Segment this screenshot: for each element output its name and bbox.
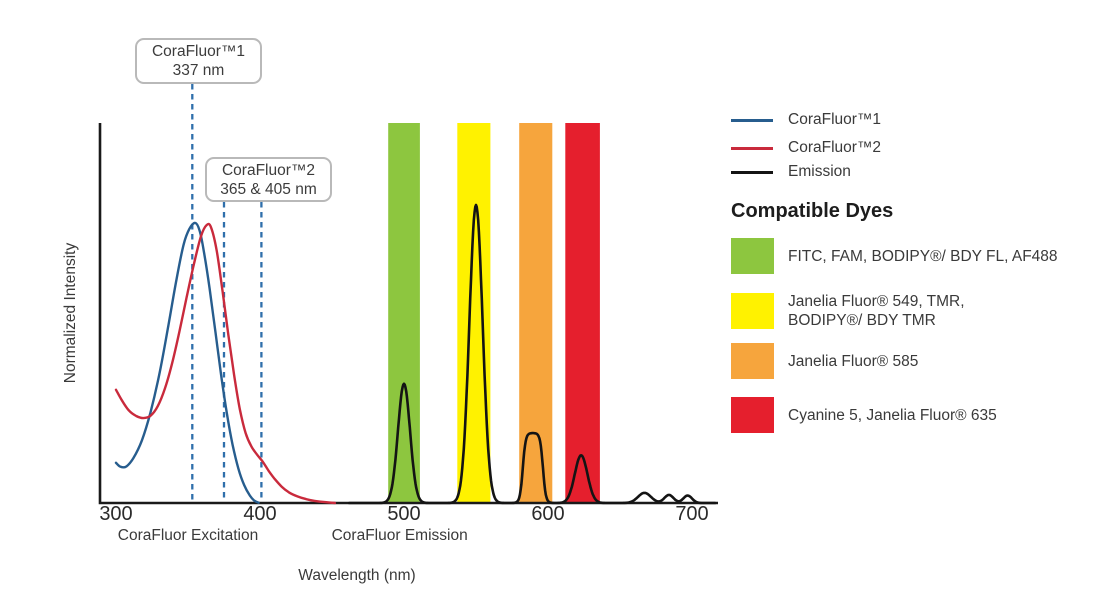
legend-line-sample — [731, 170, 773, 174]
callout-title: CoraFluor™2 — [221, 161, 316, 179]
legend-item-corafluor2: CoraFluor™2 — [731, 139, 881, 157]
filter-band-red — [565, 123, 600, 502]
dye-color-swatch — [731, 343, 774, 379]
legend-line-sample — [731, 118, 773, 122]
dye-color-swatch — [731, 238, 774, 274]
dye-item-label: FITC, FAM, BODIPY®/ BDY FL, AF488 — [788, 247, 1058, 265]
legend-item-corafluor1: CoraFluor™1 — [731, 111, 881, 129]
dye-item-label: Janelia Fluor® 549, TMR, BODIPY®/ BDY TM… — [788, 293, 965, 329]
filter-band-green — [388, 123, 420, 502]
legend-line-sample — [731, 146, 773, 150]
legend-item-label: Emission — [788, 163, 851, 180]
filter-band-yellow — [457, 123, 491, 502]
dye-item-label: Cyanine 5, Janelia Fluor® 635 — [788, 406, 997, 424]
dye-color-swatch — [731, 397, 774, 433]
x-tick-label: 300 — [99, 503, 133, 525]
filter-band-orange — [519, 123, 553, 502]
x-tick-label: 500 — [387, 503, 421, 525]
y-axis-label: Normalized Intensity — [62, 242, 79, 384]
callout-value: 365 & 405 nm — [220, 180, 317, 198]
dye-item-green: FITC, FAM, BODIPY®/ BDY FL, AF488 — [731, 238, 1058, 274]
x-group-label: CoraFluor Excitation — [117, 527, 259, 544]
callout-value: 337 nm — [172, 62, 225, 79]
series-corafluor2 — [114, 222, 337, 505]
callout-corafluor2: CoraFluor™2 365 & 405 nm — [205, 157, 332, 202]
callout-title: CoraFluor™1 — [151, 43, 246, 60]
x-tick-label: 600 — [531, 503, 565, 525]
compatible-dyes-heading: Compatible Dyes — [731, 200, 894, 222]
x-axis-label: Wavelength (nm) — [298, 567, 416, 584]
series-corafluor1 — [114, 221, 260, 504]
dye-item-red: Cyanine 5, Janelia Fluor® 635 — [731, 397, 997, 433]
dye-color-swatch — [731, 293, 774, 329]
dye-item-orange: Janelia Fluor® 585 — [731, 343, 918, 379]
dye-item-label: Janelia Fluor® 585 — [788, 352, 919, 370]
callout-corafluor1: CoraFluor™1 337 nm — [135, 38, 262, 84]
dye-item-yellow: Janelia Fluor® 549, TMR, BODIPY®/ BDY TM… — [731, 292, 965, 330]
legend-item-label: CoraFluor™1 — [788, 111, 882, 128]
x-tick-label: 700 — [675, 503, 709, 525]
legend-item-emission: Emission — [731, 163, 851, 181]
x-group-label: CoraFluor Emission — [331, 527, 468, 544]
series-emission — [348, 203, 717, 505]
legend-item-label: CoraFluor™2 — [788, 139, 882, 156]
x-tick-label: 400 — [243, 503, 277, 525]
